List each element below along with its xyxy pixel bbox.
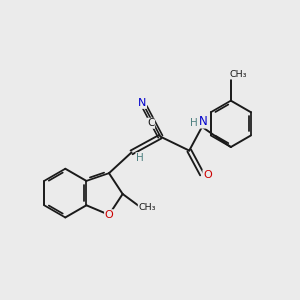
Text: CH₃: CH₃	[138, 203, 156, 212]
Text: CH₃: CH₃	[230, 70, 247, 79]
Text: N: N	[138, 98, 146, 108]
Text: H: H	[136, 153, 144, 163]
Text: C: C	[147, 118, 155, 128]
Text: O: O	[203, 170, 212, 180]
Text: N: N	[199, 115, 208, 128]
Text: O: O	[105, 210, 113, 220]
Text: H: H	[190, 118, 198, 128]
